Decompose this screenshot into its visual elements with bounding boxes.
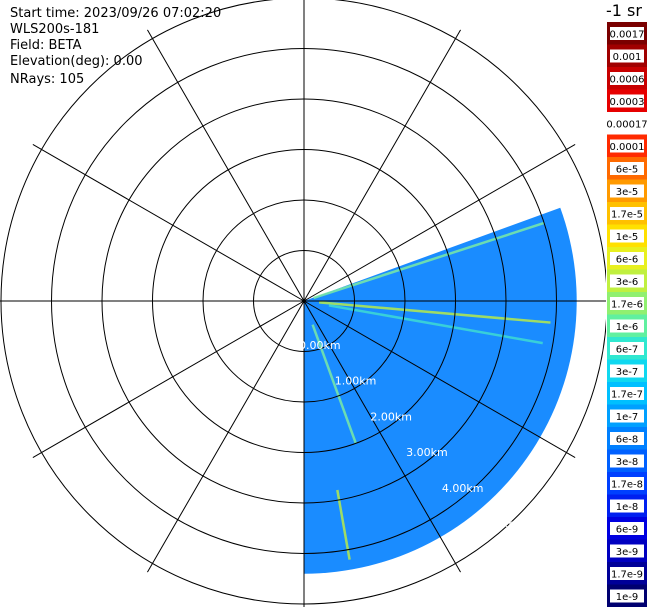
colorbar-label-bg [610,252,644,265]
polar-grid [0,0,606,607]
azimuth-spoke [32,300,305,458]
colorbar-label: 1.7e-6 [611,300,643,311]
range-labels: 0.00km 1.00km 2.00km 3.00km 4.00km 5.00km [299,339,519,531]
scan-sector [304,207,577,574]
colorbar-label: 0.0017 [610,30,645,41]
azimuth-spoke [303,144,576,302]
colorbar-label: 1e-8 [616,502,639,513]
colorbar-label: 6e-9 [616,525,639,536]
range-label: 1.00km [335,375,377,388]
colorbar-label-bg [610,162,644,175]
colorbar-label-bg [610,342,644,355]
colorbar-label-bg [610,477,644,490]
colorbar-label-bg [610,499,644,513]
azimuth-spoke [147,300,305,573]
colorbar-label-bg [610,454,644,468]
range-label: 4.00km [442,482,484,495]
colorbar-unit-label: -1 sr [606,1,642,20]
colorbar-label: 1.7e-8 [611,480,643,491]
info-field: Field: BETA [10,38,82,53]
range-label: 5.00km [478,518,520,531]
colorbar-label: 6e-7 [616,345,639,356]
colorbar-label: 3e-8 [616,457,639,468]
echo-streak [311,324,357,444]
colorbar-label-bg [610,94,644,108]
range-label: 3.00km [406,446,448,459]
azimuth-spoke [303,300,461,573]
echo-streak [318,301,551,324]
echo-streak [336,489,351,560]
colorbar-label-bg [610,567,644,580]
colorbar-label-bg [610,544,644,558]
colorbar-label-bg [610,139,644,153]
azimuth-spoke [147,29,305,302]
colorbar-label-bg [610,589,644,603]
azimuth-spoke [303,300,576,458]
azimuth-spoke [303,29,461,302]
colorbar-label: 1.7e-5 [611,210,643,221]
colorbar-label: 0.0003 [610,97,645,108]
range-label: 0.00km [299,339,341,352]
colorbar-label-bg [610,387,644,400]
colorbar-label-bg [610,229,644,243]
colorbar-label-bg [610,319,644,333]
colorbar-label-bg [610,364,644,378]
colorbar-label-bg [610,184,644,198]
range-label: 2.00km [370,410,412,423]
colorbar-label: 1e-9 [616,592,639,603]
info-elevation: Elevation(deg): 0.00 [10,54,143,69]
colorbar-label-bg [610,207,644,220]
colorbar-label: 1.7e-7 [611,390,643,401]
info-instrument: WLS200s-181 [10,22,100,37]
colorbar-label-bg [610,432,644,445]
info-nrays: NRays: 105 [10,72,85,87]
colorbar-label: 0.00017 [606,120,647,131]
colorbar-label-bg [610,409,644,423]
colorbar: 0.0017 0.001 0.0006 0.0003 0.00017 0.0001 6e-5… [606,22,647,607]
scan-wedge [304,207,577,574]
colorbar-label: 0.0001 [610,142,645,153]
colorbar-label-bg [610,27,644,40]
colorbar-label: 3e-7 [616,367,639,378]
colorbar-label-bg [610,274,644,288]
colorbar-label: 6e-5 [616,165,639,176]
colorbar-label: 1e-6 [616,322,639,333]
colorbar-label: 0.0006 [610,75,645,86]
echo-streak [328,304,543,345]
colorbar-label: 1e-5 [616,232,639,243]
colorbar-label-bg [610,522,644,535]
info-start-time: Start time: 2023/09/26 07:02:20 [10,6,222,21]
azimuth-spoke [32,144,305,302]
colorbar-label: 6e-8 [616,435,639,446]
colorbar-label-bg [610,72,644,85]
colorbar-label: 1e-7 [616,412,639,423]
colorbar-label: 6e-6 [616,255,639,266]
colorbar-label: 3e-6 [616,277,639,288]
colorbar-label-bg [610,49,644,63]
colorbar-label-bg [610,117,644,130]
colorbar-label: 3e-5 [616,187,639,198]
colorbar-label: 0.001 [613,52,642,63]
colorbar-label-bg [610,297,644,310]
colorbar-label: 3e-9 [616,547,639,558]
colorbar-label: 1.7e-9 [611,570,643,581]
